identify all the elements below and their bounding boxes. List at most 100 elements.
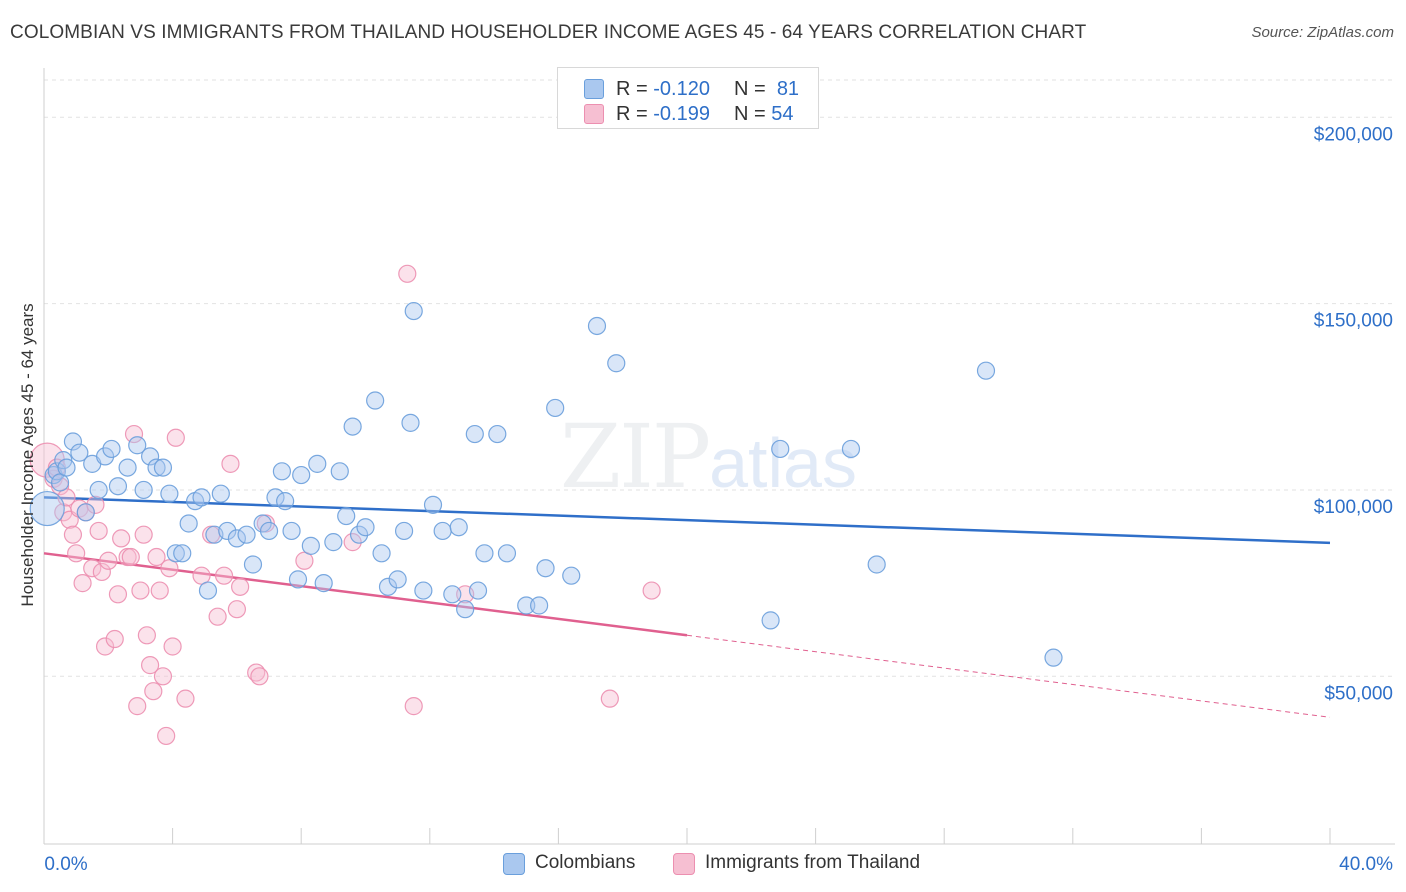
point-colombians bbox=[243, 555, 263, 574]
point-colombians bbox=[343, 417, 362, 436]
point-colombians bbox=[314, 574, 333, 593]
point-colombians bbox=[468, 581, 488, 600]
axes bbox=[43, 68, 1395, 845]
point-colombians bbox=[449, 518, 468, 537]
point-colombians bbox=[349, 525, 369, 544]
point-colombians bbox=[147, 458, 166, 477]
point-colombians bbox=[76, 503, 95, 522]
point-colombians bbox=[1044, 648, 1063, 667]
legend-swatch-thailand bbox=[673, 853, 695, 875]
point-thailand bbox=[131, 581, 150, 600]
y-axis-label: Householder Income Ages 45 - 64 years bbox=[18, 303, 37, 607]
point-colombians bbox=[118, 458, 137, 477]
legend-r-label: R = bbox=[616, 78, 648, 100]
point-colombians bbox=[198, 581, 218, 600]
point-colombians bbox=[288, 570, 308, 589]
point-colombians bbox=[276, 492, 295, 511]
point-thailand bbox=[398, 264, 417, 283]
point-colombians bbox=[89, 480, 108, 500]
point-thailand bbox=[108, 585, 128, 604]
point-thailand bbox=[92, 562, 111, 582]
legend-n-label: N = bbox=[734, 103, 766, 125]
point-colombians bbox=[259, 521, 279, 541]
point-colombians bbox=[841, 439, 861, 459]
point-colombians bbox=[337, 506, 356, 526]
point-colombians bbox=[140, 447, 160, 466]
y-tick-label: $100,000 bbox=[1314, 497, 1393, 518]
point-thailand bbox=[99, 551, 118, 570]
point-colombians bbox=[153, 458, 173, 477]
point-thailand bbox=[86, 495, 105, 514]
point-colombians bbox=[867, 555, 886, 574]
point-colombians bbox=[218, 521, 237, 541]
point-thailand bbox=[176, 689, 195, 708]
point-thailand bbox=[128, 697, 147, 716]
point-colombians bbox=[456, 600, 475, 619]
point-colombians bbox=[292, 465, 311, 485]
point-colombians bbox=[57, 458, 76, 477]
point-thailand bbox=[166, 428, 185, 447]
point-thailand bbox=[73, 574, 92, 593]
point-thailand bbox=[343, 533, 362, 552]
point-thailand bbox=[214, 566, 234, 585]
point-colombians bbox=[587, 316, 607, 336]
legend-label-thailand: Immigrants from Thailand bbox=[705, 852, 921, 873]
legend-r-value: -0.120 bbox=[653, 78, 710, 100]
data-points bbox=[29, 264, 1063, 746]
point-thailand bbox=[144, 682, 163, 701]
point-thailand bbox=[147, 547, 166, 567]
watermark-zip: ZIP bbox=[560, 405, 711, 508]
legend-r-value: -0.199 bbox=[653, 103, 710, 125]
point-colombians bbox=[378, 577, 398, 596]
point-thailand bbox=[89, 521, 108, 541]
point-colombians bbox=[108, 477, 128, 496]
x-tick-label: 0.0% bbox=[44, 854, 87, 875]
point-thailand bbox=[134, 525, 153, 544]
point-colombians bbox=[771, 439, 790, 459]
point-colombians bbox=[29, 490, 65, 527]
point-thailand bbox=[140, 656, 160, 675]
point-colombians bbox=[173, 544, 192, 563]
point-thailand bbox=[137, 626, 156, 645]
point-colombians bbox=[423, 495, 443, 514]
point-thailand bbox=[404, 697, 423, 716]
point-thailand bbox=[112, 529, 131, 548]
point-colombians bbox=[546, 398, 565, 418]
point-colombians bbox=[530, 596, 549, 615]
point-colombians bbox=[70, 443, 89, 462]
point-thailand bbox=[227, 600, 246, 619]
point-colombians bbox=[128, 436, 147, 455]
point-colombians bbox=[166, 544, 185, 563]
point-colombians bbox=[330, 462, 349, 481]
point-colombians bbox=[356, 518, 375, 537]
legend-swatch-thailand bbox=[584, 104, 604, 124]
point-colombians bbox=[192, 488, 211, 507]
point-thailand bbox=[153, 667, 173, 686]
trend-line-colombians bbox=[43, 496, 1331, 545]
point-colombians bbox=[63, 432, 83, 451]
trend-lines bbox=[43, 496, 1331, 718]
legend-r-label: R = bbox=[616, 103, 648, 125]
point-colombians bbox=[282, 521, 301, 541]
point-colombians bbox=[497, 544, 517, 563]
point-thailand bbox=[105, 629, 124, 649]
trend-line-thailand bbox=[43, 552, 688, 637]
legend-n-label: N = bbox=[734, 78, 766, 100]
point-colombians bbox=[211, 484, 230, 503]
legend-label-colombians: Colombians bbox=[535, 852, 636, 873]
point-thailand bbox=[150, 581, 169, 600]
point-colombians bbox=[47, 462, 66, 481]
point-colombians bbox=[465, 424, 484, 444]
point-thailand bbox=[124, 424, 144, 444]
point-colombians bbox=[95, 447, 115, 466]
point-colombians bbox=[414, 581, 433, 600]
point-colombians bbox=[517, 596, 536, 615]
source-label: Source: ZipAtlas.com bbox=[1251, 24, 1394, 41]
point-thailand bbox=[600, 689, 619, 708]
legend-n-value: 54 bbox=[771, 103, 794, 125]
x-tick-label: 40.0% bbox=[1339, 854, 1393, 875]
legend-swatch-colombians bbox=[503, 853, 525, 875]
point-colombians bbox=[179, 514, 198, 533]
watermark: ZIPatlas bbox=[560, 405, 857, 508]
